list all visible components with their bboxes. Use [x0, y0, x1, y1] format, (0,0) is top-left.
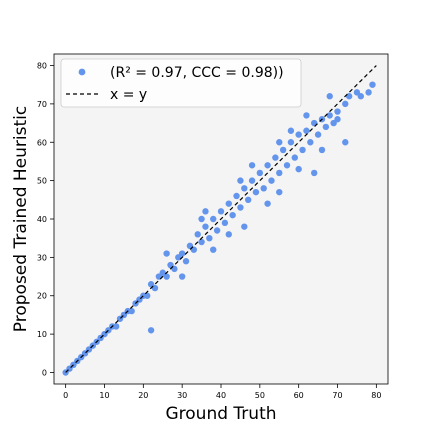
x-axis-label: Ground Truth	[165, 404, 276, 424]
data-point	[252, 188, 260, 196]
data-point	[311, 169, 318, 177]
data-point	[303, 127, 310, 134]
data-point	[357, 93, 365, 100]
data-point	[202, 208, 209, 215]
data-point	[260, 185, 267, 192]
y-axis-label: Proposed Trained Heuristic	[11, 106, 31, 332]
points-layer	[62, 81, 376, 376]
x-tick-label: 20	[138, 391, 148, 400]
reference-line-x-equals-y	[65, 65, 377, 373]
data-point	[217, 208, 225, 215]
data-point	[279, 146, 287, 154]
data-point	[159, 269, 166, 276]
data-point	[272, 154, 279, 161]
y-tick-label: 70	[37, 100, 47, 109]
data-point	[163, 250, 170, 257]
x-tick-label: 40	[216, 391, 226, 400]
data-point	[369, 81, 376, 88]
data-point	[178, 250, 186, 257]
data-point	[128, 307, 135, 315]
data-point	[276, 188, 283, 196]
data-point	[318, 146, 326, 154]
data-point	[326, 112, 333, 119]
y-axis: 0 10 20 30 40 50 60 70 80	[37, 62, 54, 377]
x-axis: 0 10 20 30 40 50 60 70 80	[63, 384, 381, 400]
data-point	[334, 108, 341, 115]
x-tick-label: 30	[177, 391, 187, 400]
data-point	[225, 200, 232, 207]
data-point	[112, 323, 120, 330]
data-point	[276, 139, 283, 146]
data-point	[237, 177, 244, 184]
data-point	[365, 89, 372, 96]
data-point	[322, 123, 330, 131]
data-point	[144, 292, 151, 299]
data-point	[299, 146, 306, 154]
y-tick-label: 80	[37, 62, 47, 71]
legend-box	[60, 58, 302, 108]
data-point	[182, 258, 190, 265]
data-point	[334, 116, 341, 123]
data-point	[264, 162, 271, 169]
data-point	[237, 204, 244, 211]
data-point	[342, 100, 349, 108]
y-tick-label: 60	[37, 138, 47, 147]
data-point	[198, 238, 205, 246]
data-point	[295, 165, 302, 173]
data-point	[233, 192, 240, 200]
data-point	[248, 177, 256, 184]
data-point	[287, 127, 295, 134]
data-point	[206, 234, 213, 242]
data-point	[210, 246, 217, 253]
data-point	[221, 219, 229, 227]
data-point	[178, 273, 186, 280]
data-point	[287, 139, 295, 146]
y-tick-label: 10	[37, 330, 47, 339]
data-point	[202, 223, 209, 230]
data-point	[307, 139, 314, 146]
x-tick-label: 60	[294, 391, 304, 400]
data-point	[163, 273, 170, 280]
y-tick-label: 0	[42, 368, 47, 377]
legend-marker-dot	[78, 68, 86, 76]
data-point	[210, 215, 217, 223]
data-point	[264, 200, 271, 207]
legend-entry-scatter: (R² = 0.97, CCC = 0.98))	[110, 65, 284, 81]
data-point	[244, 196, 252, 204]
legend: (R² = 0.97, CCC = 0.98)) x = y	[60, 58, 302, 108]
x-tick-label: 50	[255, 391, 265, 400]
data-point	[314, 131, 322, 138]
data-point	[268, 177, 275, 184]
y-tick-label: 20	[37, 292, 47, 301]
x-tick-label: 80	[371, 391, 381, 400]
x-tick-label: 0	[63, 391, 68, 400]
data-point	[225, 231, 232, 238]
y-tick-label: 40	[37, 215, 47, 224]
data-point	[291, 154, 298, 161]
data-point	[283, 162, 291, 169]
data-point	[241, 185, 248, 192]
data-point	[194, 231, 201, 238]
data-point	[229, 211, 236, 219]
data-point	[326, 93, 333, 100]
x-tick-label: 10	[99, 391, 109, 400]
data-point	[213, 227, 221, 234]
y-tick-label: 50	[37, 177, 47, 186]
legend-entry-reference-line: x = y	[110, 87, 147, 103]
x-tick-label: 70	[332, 391, 342, 400]
data-point	[342, 139, 349, 146]
data-point	[147, 327, 155, 334]
data-point	[241, 223, 248, 230]
data-point	[295, 131, 302, 138]
data-point	[303, 112, 310, 119]
data-point	[248, 162, 256, 169]
y-tick-label: 30	[37, 253, 47, 262]
data-point	[198, 215, 205, 223]
data-point	[276, 169, 283, 177]
data-point	[256, 169, 264, 177]
